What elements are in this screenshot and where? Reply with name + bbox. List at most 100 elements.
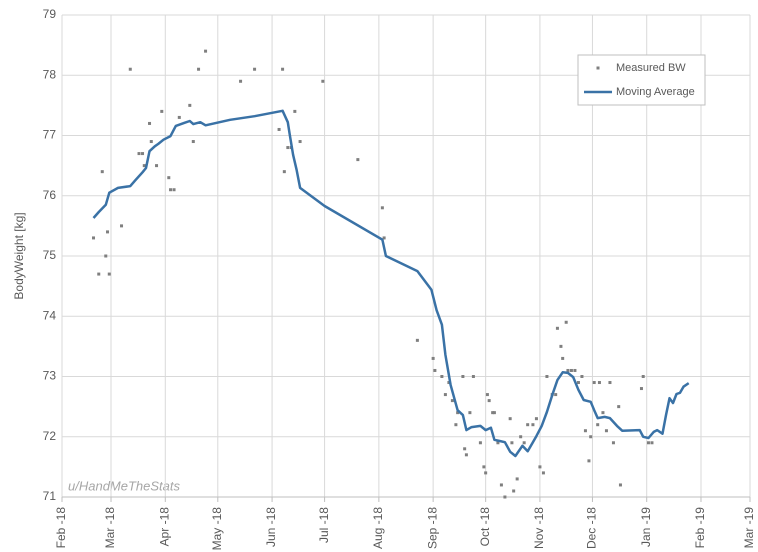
data-point xyxy=(107,272,111,276)
data-point xyxy=(172,188,176,192)
x-tick-label: Oct -18 xyxy=(478,507,492,547)
line xyxy=(92,109,690,458)
y-tick-label: 78 xyxy=(43,67,57,81)
data-point xyxy=(522,441,526,445)
data-point xyxy=(587,459,591,463)
data-point xyxy=(618,483,622,487)
x-tick-label: Jan -19 xyxy=(639,507,653,547)
data-point xyxy=(573,368,577,372)
x-tick-label: Dec -18 xyxy=(585,507,599,549)
data-point xyxy=(141,152,145,156)
data-point xyxy=(538,465,542,469)
y-axis-label: BodyWeight [kg] xyxy=(12,212,26,299)
data-point xyxy=(541,471,545,475)
watermark: u/HandMeTheStats xyxy=(68,478,181,493)
data-point xyxy=(104,254,108,258)
data-point xyxy=(650,441,654,445)
y-tick-label: 71 xyxy=(43,489,57,503)
data-point xyxy=(321,79,325,83)
data-point xyxy=(491,411,495,415)
y-tick-label: 79 xyxy=(43,7,57,21)
data-point xyxy=(646,441,650,445)
data-point xyxy=(641,375,645,378)
data-point xyxy=(583,429,587,433)
data-point xyxy=(508,417,512,421)
data-point xyxy=(597,381,601,385)
data-point xyxy=(440,375,444,378)
data-point xyxy=(106,230,110,234)
data-point xyxy=(534,417,538,421)
legend-label: Moving Average xyxy=(616,86,695,98)
legend: Measured BW Moving Average xyxy=(577,54,706,106)
data-point xyxy=(496,441,500,445)
data-point xyxy=(569,368,573,372)
data-point xyxy=(596,423,600,427)
data-point xyxy=(142,164,146,168)
x-tick-label: Aug -18 xyxy=(371,507,385,549)
data-point xyxy=(128,67,132,71)
data-point xyxy=(293,109,297,113)
data-point xyxy=(177,115,181,119)
data-point xyxy=(608,381,612,385)
data-point xyxy=(592,381,596,385)
data-point xyxy=(515,477,519,481)
y-tick-label: 72 xyxy=(43,429,57,443)
data-point xyxy=(120,224,124,228)
data-point xyxy=(380,206,384,210)
data-point xyxy=(526,423,530,427)
data-point xyxy=(512,489,516,493)
data-point xyxy=(471,375,475,378)
data-point xyxy=(356,158,360,162)
data-point xyxy=(510,441,514,445)
data-point xyxy=(601,411,605,415)
x-tick-label: Nov -18 xyxy=(532,507,546,549)
data-point xyxy=(191,140,195,144)
data-point xyxy=(382,236,386,240)
x-tick-label: Feb -19 xyxy=(693,507,707,549)
data-point xyxy=(503,495,507,499)
data-point xyxy=(281,67,285,71)
data-point xyxy=(484,471,488,475)
data-point xyxy=(282,170,286,174)
data-point xyxy=(564,320,568,324)
data-point xyxy=(277,127,281,131)
data-point xyxy=(188,103,192,107)
x-tick-label: Feb -18 xyxy=(54,507,68,549)
legend-marker xyxy=(596,66,600,70)
data-point xyxy=(443,393,447,397)
data-point xyxy=(286,146,290,150)
x-tick-label: Apr -18 xyxy=(157,507,171,547)
data-point xyxy=(545,375,549,378)
y-tick-label: 76 xyxy=(43,188,57,202)
data-point xyxy=(461,375,465,378)
data-point xyxy=(531,423,535,427)
grid xyxy=(61,14,751,498)
x-tick-label: May -18 xyxy=(210,507,224,551)
data-point xyxy=(100,170,104,174)
data-point xyxy=(611,441,615,445)
data-point xyxy=(561,356,565,360)
y-tick-label: 77 xyxy=(43,128,57,142)
data-point xyxy=(431,356,435,360)
data-point xyxy=(487,399,491,403)
data-point xyxy=(576,381,580,385)
x-tick-label: Jun -18 xyxy=(264,507,278,547)
data-point xyxy=(580,375,584,378)
data-point xyxy=(519,435,523,439)
data-point xyxy=(149,140,153,144)
data-point xyxy=(559,344,563,348)
data-point xyxy=(617,405,621,409)
data-point xyxy=(555,326,559,330)
data-point xyxy=(239,79,243,83)
data-point xyxy=(456,411,460,415)
y-tick-label: 73 xyxy=(43,369,57,383)
legend-label: Measured BW xyxy=(616,62,686,74)
data-point xyxy=(169,188,173,192)
data-point xyxy=(450,399,454,403)
data-point xyxy=(492,411,496,415)
data-point xyxy=(160,109,164,113)
data-point xyxy=(298,140,302,144)
data-point xyxy=(447,381,451,385)
data-point xyxy=(604,429,608,433)
